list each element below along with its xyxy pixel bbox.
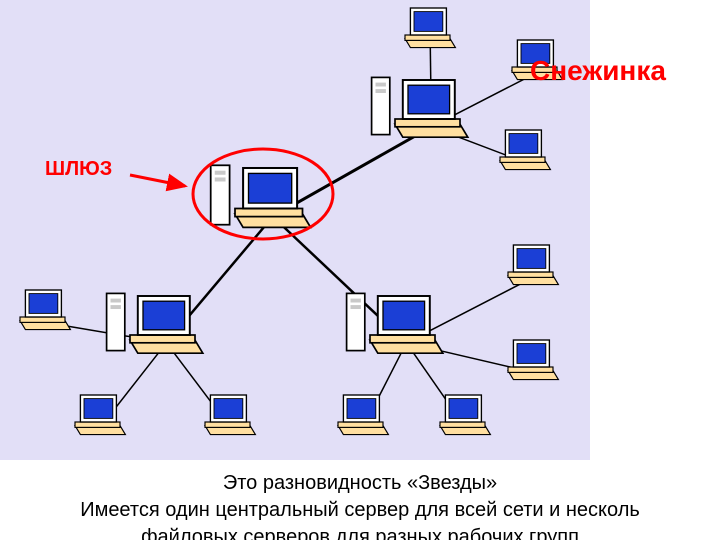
caption-l3: файловых серверов для разных рабочих гру…: [0, 524, 720, 540]
caption-l2: Имеется один центральный сервер для всей…: [0, 497, 720, 524]
computer-center: [211, 165, 311, 227]
caption-l1: Это разновидность «Звезды»: [0, 470, 720, 497]
network-diagram: [0, 0, 590, 460]
computer-hubLeft: [107, 293, 203, 353]
title-text: Снежинка: [530, 55, 666, 87]
computer-hubRight: [347, 293, 443, 353]
computer-hubTop: [372, 77, 468, 137]
caption-text: Это разновидность «Звезды»Имеется один ц…: [0, 470, 720, 540]
gateway-label: ШЛЮЗ: [45, 158, 112, 181]
